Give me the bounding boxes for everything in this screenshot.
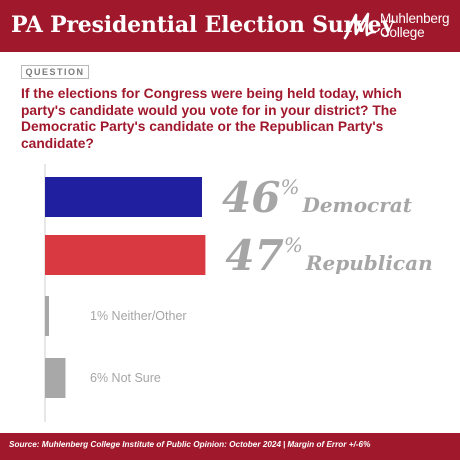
question-text: If the elections for Congress were being…: [21, 86, 402, 151]
muhlenberg-m-logo-icon: [343, 12, 377, 40]
logo-line-2: College: [380, 25, 425, 40]
footer-source: Source: Muhlenberg College Institute of …: [9, 440, 370, 449]
footer-separator: |: [283, 440, 286, 449]
data-label-republican: 47%Republican: [225, 231, 432, 280]
question-tag-label: QUESTION: [25, 67, 85, 77]
results-chart-svg: 46%Democrat 47%Republican 1% Neither/Other…: [44, 164, 433, 422]
bar-neither-other: [45, 296, 49, 336]
data-label-democrat: 46%Democrat: [222, 173, 413, 222]
data-label-neither-other: 1% Neither/Other: [90, 309, 187, 323]
bar-democrat: [45, 177, 202, 217]
footer-source-text: Source: Muhlenberg College Institute of …: [9, 440, 282, 449]
page-title: PA Presidential Election Survey: [11, 12, 394, 38]
results-chart: 46%Democrat 47%Republican 1% Neither/Other…: [0, 160, 460, 430]
bar-republican: [45, 235, 206, 275]
data-label-not-sure: 6% Not Sure: [90, 371, 161, 385]
logo-wordmark: Muhlenberg College: [380, 11, 450, 40]
bar-not-sure: [45, 358, 66, 398]
question-tag: QUESTION: [21, 65, 89, 79]
muhlenberg-logo: Muhlenberg College: [343, 11, 453, 41]
header-bar: PA Presidential Election Survey Muhlenbe…: [0, 0, 460, 52]
footer-bar: Source: Muhlenberg College Institute of …: [0, 433, 460, 460]
footer-margin-of-error: Margin of Error +/-6%: [287, 440, 371, 449]
logo-line-1: Muhlenberg: [380, 11, 450, 26]
